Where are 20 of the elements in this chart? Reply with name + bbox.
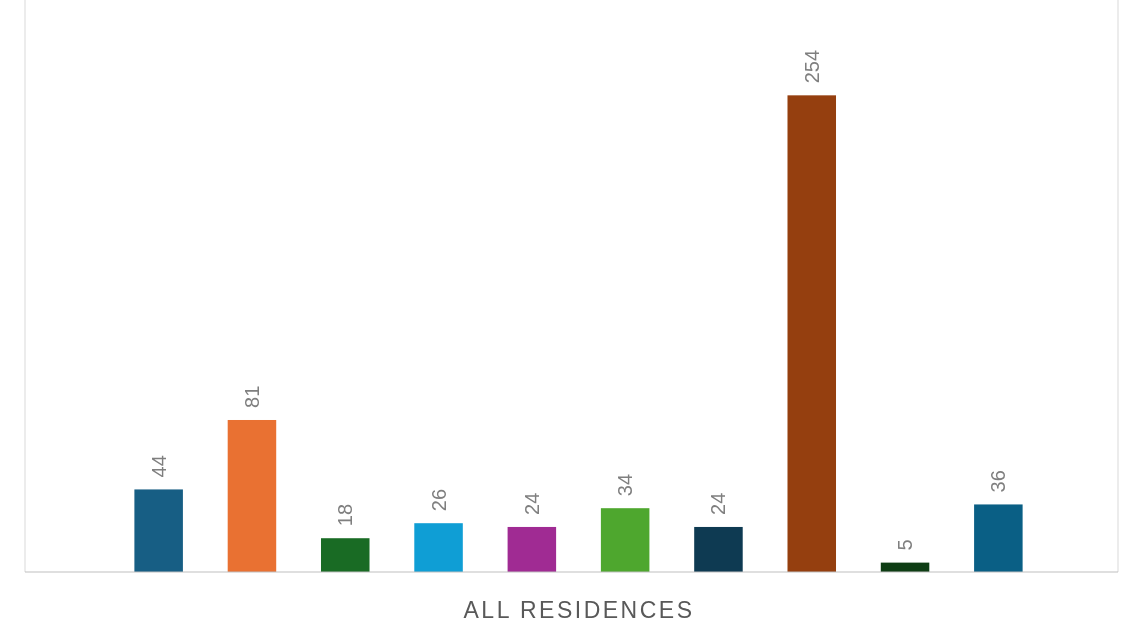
bar [414, 523, 463, 572]
data-label: 34 [614, 473, 637, 497]
data-label: 44 [147, 455, 170, 478]
data-label: 5 [894, 539, 917, 551]
data-label: 24 [520, 492, 543, 515]
bar [227, 419, 277, 572]
data-label: 36 [987, 470, 1010, 493]
bar [787, 95, 837, 572]
data-label: 24 [707, 492, 730, 515]
bar [320, 538, 370, 572]
x-axis-title: ALL RESIDENCES [463, 597, 695, 623]
bar [507, 526, 557, 572]
bar [600, 508, 650, 572]
data-label: 254 [800, 49, 823, 84]
data-label: 18 [334, 503, 357, 527]
bar [974, 504, 1023, 572]
bar [134, 489, 183, 572]
data-label: 26 [427, 488, 450, 512]
bar [694, 526, 743, 572]
data-label: 81 [240, 385, 263, 408]
